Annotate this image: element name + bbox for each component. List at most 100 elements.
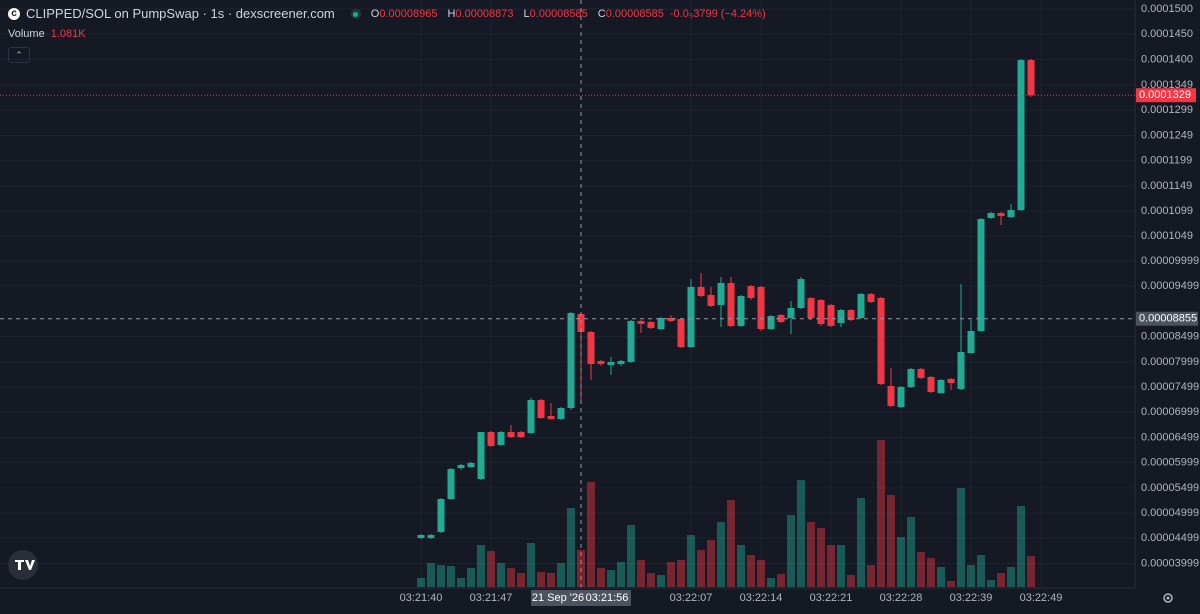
- settings-button[interactable]: [1163, 593, 1173, 603]
- volume-bar: [507, 568, 515, 587]
- y-tick-label: 0.00004999: [1141, 507, 1199, 519]
- y-tick-label: 0.0001299: [1141, 104, 1193, 116]
- y-tick-label: 0.0001249: [1141, 129, 1193, 141]
- candle-body: [1017, 60, 1025, 211]
- volume-bar: [707, 540, 715, 587]
- candle-body: [487, 431, 495, 446]
- candle-body: [1027, 60, 1035, 96]
- volume-bar: [1027, 556, 1035, 587]
- y-tick-label: 0.00004499: [1141, 532, 1199, 544]
- volume-bar: [807, 522, 815, 587]
- candle-body: [787, 307, 795, 318]
- y-tick-label: 0.00005499: [1141, 482, 1199, 494]
- candle-body: [807, 298, 815, 318]
- candle-body: [917, 368, 925, 378]
- y-tick-label: 0.00005999: [1141, 457, 1199, 469]
- crosshair-time-label: 03:21:56: [586, 592, 629, 604]
- tradingview-logo[interactable]: [8, 550, 38, 580]
- volume-bar: [527, 543, 535, 587]
- y-tick-label: 0.00007499: [1141, 381, 1199, 393]
- candle-body: [757, 286, 765, 330]
- candle-body: [437, 499, 445, 532]
- candle-body: [767, 316, 775, 330]
- candle-body: [607, 361, 615, 365]
- volume-bar: [1007, 567, 1015, 587]
- axes: 0.00015000.00014500.00014000.00013490.00…: [400, 3, 1200, 604]
- y-tick-label: 0.0001400: [1141, 53, 1193, 65]
- volume-bar: [647, 573, 655, 587]
- volume-bar: [1017, 506, 1025, 587]
- volume-value: 1.081K: [50, 28, 86, 40]
- dexscreener-logo: c: [8, 8, 20, 20]
- tradingview-logo-mark: [15, 560, 35, 570]
- x-tick-label: 03:22:07: [670, 592, 713, 604]
- candle-body: [647, 322, 655, 328]
- volume-bar: [467, 568, 475, 587]
- volume-bar: [737, 545, 745, 587]
- candle-body: [557, 407, 565, 419]
- volume-bar: [847, 575, 855, 587]
- candle-body: [697, 286, 705, 296]
- status-dot: [350, 9, 361, 19]
- candle-body: [937, 380, 945, 394]
- candle-body: [737, 295, 745, 326]
- candle-body: [537, 399, 545, 419]
- candle-body: [727, 282, 735, 326]
- volume-bar: [887, 495, 895, 587]
- candle-body: [587, 331, 595, 364]
- candle-body: [887, 386, 895, 406]
- volume-bar: [967, 565, 975, 587]
- candle-body: [947, 379, 955, 383]
- candle-body: [447, 468, 455, 500]
- candle-body: [597, 361, 605, 364]
- volume-bar: [487, 551, 495, 587]
- candle-body: [637, 320, 645, 324]
- legend: c CLIPPED/SOL on PumpSwap · 1s · dexscre…: [8, 5, 766, 63]
- candle-body: [797, 279, 805, 308]
- volume-bar: [797, 480, 805, 587]
- volume-bar: [667, 562, 675, 587]
- candle-body: [547, 415, 555, 419]
- candle-body: [467, 462, 475, 467]
- volume-bar: [587, 482, 595, 587]
- candle-body: [417, 534, 425, 538]
- candle-body: [527, 399, 535, 433]
- volume-bar: [897, 537, 905, 587]
- volume-bar: [547, 573, 555, 587]
- volume-bar: [937, 567, 945, 587]
- volume-bar: [927, 558, 935, 587]
- volume-bar: [947, 581, 955, 587]
- volume-bar: [837, 545, 845, 587]
- x-tick-label: 03:22:28: [880, 592, 923, 604]
- y-tick-label: 0.00009499: [1141, 280, 1199, 292]
- y-tick-label: 0.00006999: [1141, 406, 1199, 418]
- volume-bar: [727, 500, 735, 587]
- crosshair-time-box: [531, 590, 631, 606]
- volume-bar: [417, 578, 425, 587]
- volume-bar: [677, 560, 685, 587]
- volume-bar: [957, 488, 965, 587]
- volume-bar: [997, 573, 1005, 587]
- volume-bar: [817, 528, 825, 587]
- volume-bar: [827, 545, 835, 587]
- collapse-button[interactable]: ⌃: [8, 47, 30, 63]
- candle-body: [827, 304, 835, 326]
- ohlc-key: O: [370, 8, 380, 20]
- candle-body: [867, 293, 875, 302]
- candle-body: [477, 431, 485, 479]
- volume-bar: [787, 515, 795, 587]
- volume-bar: [517, 573, 525, 587]
- crosshair-date-label: 21 Sep '26: [532, 592, 584, 604]
- x-tick-label: 03:22:21: [810, 592, 853, 604]
- volume-bar: [447, 566, 455, 587]
- volume-bar: [877, 440, 885, 587]
- x-tick-label: 03:22:49: [1020, 592, 1063, 604]
- volume-bar: [477, 545, 485, 587]
- ohlc-value: 0.00008965: [379, 8, 438, 20]
- candle-body: [987, 212, 995, 218]
- volume-bar: [537, 572, 545, 587]
- y-tick-label: 0.0001199: [1141, 155, 1192, 167]
